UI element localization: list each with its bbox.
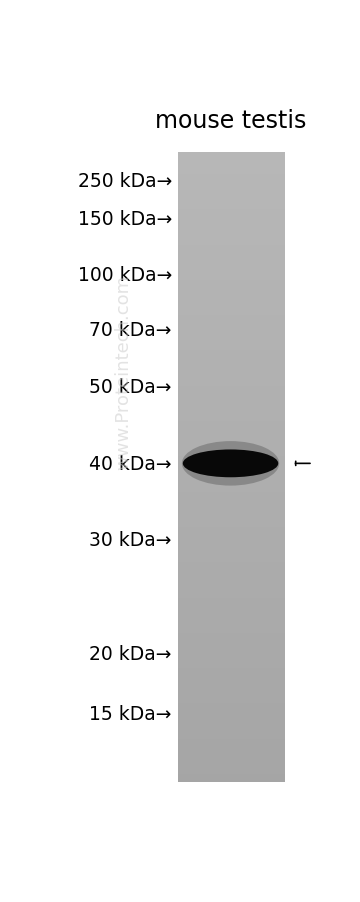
Text: www.Proteintech.com: www.Proteintech.com bbox=[114, 275, 132, 470]
Text: 100 kDa→: 100 kDa→ bbox=[77, 265, 172, 284]
Text: mouse testis: mouse testis bbox=[155, 108, 306, 133]
Ellipse shape bbox=[183, 450, 278, 478]
Text: 15 kDa→: 15 kDa→ bbox=[89, 704, 172, 723]
Text: 30 kDa→: 30 kDa→ bbox=[89, 530, 172, 549]
Text: 250 kDa→: 250 kDa→ bbox=[77, 171, 172, 190]
Ellipse shape bbox=[182, 442, 279, 486]
Text: 40 kDa→: 40 kDa→ bbox=[89, 455, 172, 474]
Text: 70 kDa→: 70 kDa→ bbox=[89, 321, 172, 340]
Text: 50 kDa→: 50 kDa→ bbox=[89, 378, 172, 397]
Text: 20 kDa→: 20 kDa→ bbox=[89, 644, 172, 663]
Text: 150 kDa→: 150 kDa→ bbox=[77, 210, 172, 229]
